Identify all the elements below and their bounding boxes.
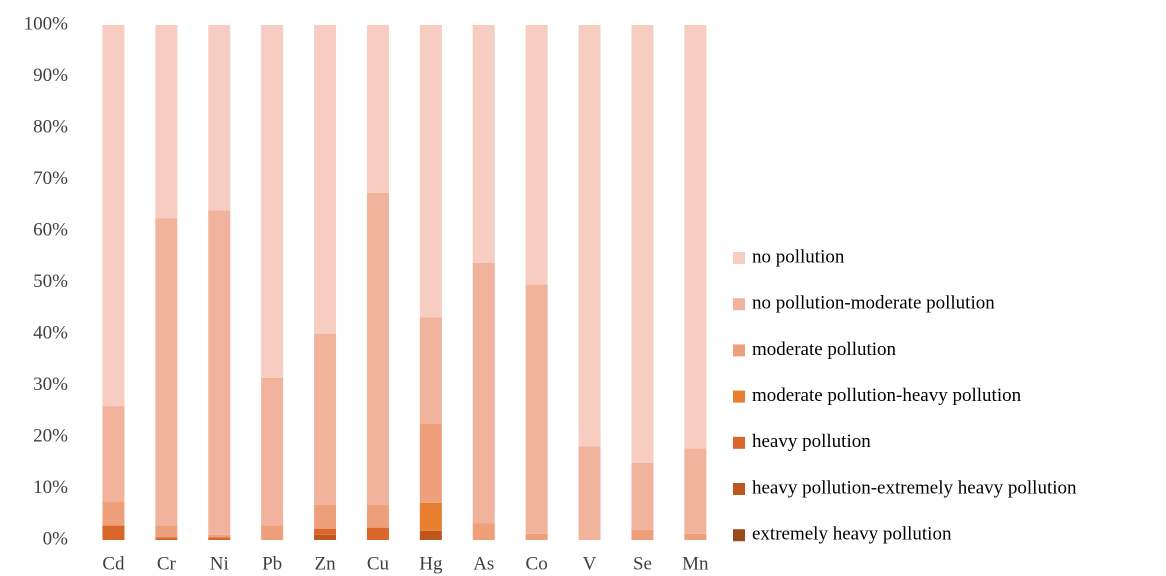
bar-segment xyxy=(314,504,337,529)
bar-segment xyxy=(525,284,548,534)
bar-segment xyxy=(631,462,654,530)
bar-segment xyxy=(366,504,389,528)
bar-segment xyxy=(419,317,442,424)
legend-label: no pollution xyxy=(752,246,845,267)
bar-segment xyxy=(208,25,231,211)
x-tick-label: Cu xyxy=(367,553,390,574)
bar-segment xyxy=(155,218,178,526)
bar-segment xyxy=(314,334,337,505)
bar-segment xyxy=(314,25,337,334)
bar-segment xyxy=(261,525,284,540)
bar-segment xyxy=(155,537,178,540)
bar-segment xyxy=(366,25,389,193)
bar-segment xyxy=(419,423,442,503)
y-tick-label: 40% xyxy=(33,322,68,343)
bar-segment xyxy=(472,262,495,524)
x-tick-label: Se xyxy=(633,553,652,574)
y-tick-label: 30% xyxy=(33,374,68,395)
x-tick-label: Pb xyxy=(262,553,282,574)
y-tick-label: 90% xyxy=(33,65,68,86)
y-tick-label: 80% xyxy=(33,116,68,137)
bar-segment xyxy=(155,525,178,538)
bar-segment xyxy=(419,502,442,531)
bar-segment xyxy=(631,529,654,540)
bar-segment xyxy=(472,523,495,540)
bar-segment xyxy=(472,25,495,263)
bar-segment xyxy=(208,537,231,540)
x-tick-label: Co xyxy=(526,553,548,574)
legend-swatch xyxy=(733,529,745,542)
y-tick-label: 20% xyxy=(33,425,68,446)
legend-label: heavy pollution xyxy=(752,431,871,452)
x-tick-label: Hg xyxy=(419,553,443,574)
legend-label: moderate pollution xyxy=(752,339,897,360)
y-tick-label: 100% xyxy=(24,13,69,34)
legend-label: extremely heavy pollution xyxy=(752,524,952,545)
bar-segment xyxy=(631,25,654,463)
x-tick-label: Mn xyxy=(682,553,709,574)
bar-segment xyxy=(578,446,601,540)
bar-segment xyxy=(419,25,442,318)
y-tick-label: 10% xyxy=(33,477,68,498)
y-tick-label: 50% xyxy=(33,271,68,292)
bar-segment xyxy=(684,25,707,449)
bar-segment xyxy=(578,25,601,447)
legend-label: moderate pollution-heavy pollution xyxy=(752,385,1022,406)
legend-label: no pollution-moderate pollution xyxy=(752,293,995,314)
bar-segment xyxy=(314,534,337,540)
bar-segment xyxy=(102,25,125,407)
legend-swatch xyxy=(733,298,745,311)
bar-segment xyxy=(525,25,548,285)
x-tick-label: V xyxy=(583,553,597,574)
legend-label: heavy pollution-extremely heavy pollutio… xyxy=(752,477,1077,498)
legend-swatch xyxy=(733,483,745,495)
bar-segment xyxy=(102,406,125,502)
bar-segment xyxy=(366,192,389,505)
legend-swatch xyxy=(733,436,745,449)
bar-segment xyxy=(261,25,284,378)
bar-segment xyxy=(525,533,548,540)
bar-segment xyxy=(102,525,125,540)
x-tick-label: Zn xyxy=(314,553,336,574)
bar-segment xyxy=(684,533,707,540)
bar-segment xyxy=(366,527,389,540)
bar-segment xyxy=(155,25,178,219)
bar-segment xyxy=(419,530,442,540)
x-tick-label: As xyxy=(473,553,494,574)
bar-segment xyxy=(208,210,231,535)
x-tick-label: Cd xyxy=(102,553,125,574)
x-tick-label: Cr xyxy=(157,553,177,574)
y-tick-label: 60% xyxy=(33,219,68,240)
y-tick-label: 0% xyxy=(43,528,69,549)
legend-swatch xyxy=(733,252,745,264)
legend-swatch xyxy=(733,390,745,403)
bar-segment xyxy=(314,528,337,535)
legend-swatch xyxy=(733,344,745,357)
bar-segment xyxy=(208,534,231,538)
bar-segment xyxy=(102,501,125,526)
bar-segment xyxy=(684,448,707,534)
y-tick-label: 70% xyxy=(33,168,68,189)
x-tick-label: Ni xyxy=(210,553,229,574)
bar-segment xyxy=(261,377,284,526)
